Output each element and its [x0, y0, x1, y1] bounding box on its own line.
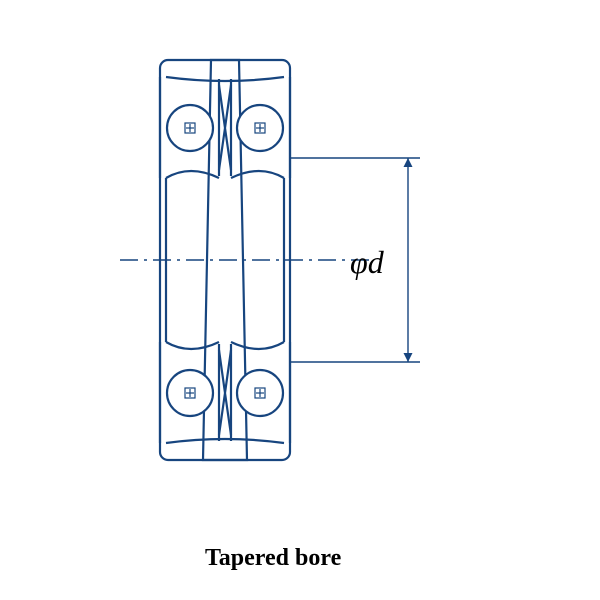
bore-diameter-label: φd: [350, 244, 384, 281]
bearing-cross-section: [0, 0, 600, 600]
diagram-caption: Tapered bore: [205, 545, 341, 572]
diagram-canvas: φd Tapered bore: [0, 0, 600, 600]
